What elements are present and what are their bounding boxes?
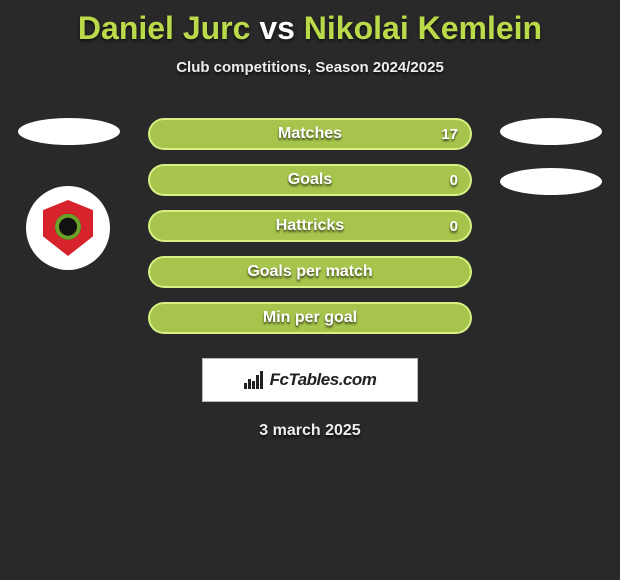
club-badge-shield-icon [43, 200, 93, 256]
stats-area: Matches 17 Goals 0 Hattricks 0 Goals per… [8, 118, 612, 348]
stat-value: 0 [450, 210, 458, 242]
subtitle: Club competitions, Season 2024/2025 [8, 59, 612, 76]
bar-chart-icon [244, 371, 266, 389]
stat-row: Min per goal [148, 302, 472, 334]
stat-column: Matches 17 Goals 0 Hattricks 0 Goals per… [148, 118, 472, 348]
stat-label: Min per goal [148, 302, 472, 334]
stat-row: Hattricks 0 [148, 210, 472, 242]
infographic-root: Daniel Jurc vs Nikolai Kemlein Club comp… [0, 0, 620, 580]
stat-label: Hattricks [148, 210, 472, 242]
right-photo-placeholder-1 [500, 118, 602, 145]
brand-badge: FcTables.com [202, 358, 418, 402]
vs-text: vs [259, 10, 295, 46]
stat-value: 17 [441, 118, 458, 150]
stat-value: 0 [450, 164, 458, 196]
stat-row: Goals per match [148, 256, 472, 288]
date-text: 3 march 2025 [8, 422, 612, 440]
left-photo-placeholder-1 [18, 118, 120, 145]
stat-label: Goals per match [148, 256, 472, 288]
page-title: Daniel Jurc vs Nikolai Kemlein [8, 10, 612, 47]
player1-name: Daniel Jurc [78, 10, 251, 46]
stat-row: Matches 17 [148, 118, 472, 150]
stat-label: Goals [148, 164, 472, 196]
player2-name: Nikolai Kemlein [304, 10, 542, 46]
right-photo-placeholder-2 [500, 168, 602, 195]
stat-row: Goals 0 [148, 164, 472, 196]
brand-text: FcTables.com [270, 370, 377, 390]
stat-label: Matches [148, 118, 472, 150]
club-badge [26, 186, 110, 270]
